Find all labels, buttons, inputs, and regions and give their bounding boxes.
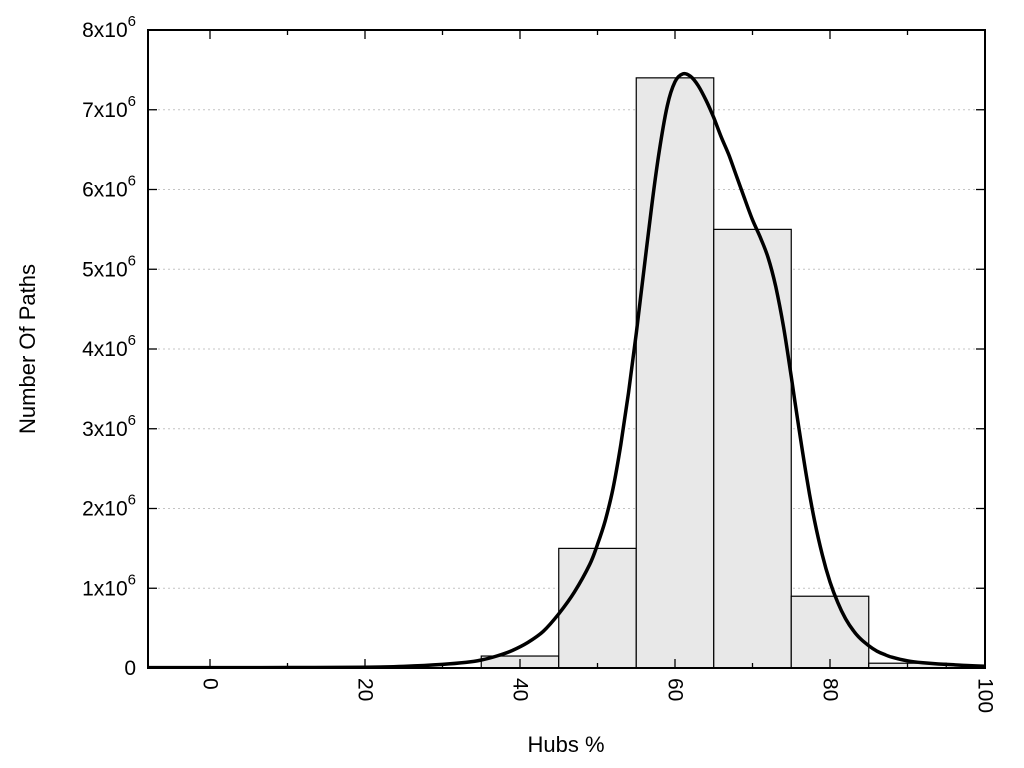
y-tick-label: 0 bbox=[124, 657, 136, 680]
y-tick-label: 7x106 bbox=[82, 92, 136, 121]
y-tick-label: 3x106 bbox=[82, 411, 136, 440]
x-tick-label: 0 bbox=[199, 678, 222, 690]
y-tick-label: 5x106 bbox=[82, 252, 136, 281]
y-tick-label: 4x106 bbox=[82, 332, 136, 361]
x-tick-label: 80 bbox=[819, 678, 842, 701]
y-tick-label: 2x106 bbox=[82, 491, 136, 520]
x-axis-title: Hubs % bbox=[527, 732, 605, 757]
y-tick-label: 8x106 bbox=[82, 13, 136, 42]
x-tick-label: 40 bbox=[509, 678, 532, 701]
y-axis-title: Number Of Paths bbox=[15, 264, 40, 434]
x-tick-label: 60 bbox=[664, 678, 687, 701]
y-tick-label: 6x106 bbox=[82, 172, 136, 201]
y-tick-label: 1x106 bbox=[82, 571, 136, 600]
x-tick-label: 100 bbox=[974, 678, 997, 713]
x-tick-label: 20 bbox=[354, 678, 377, 701]
